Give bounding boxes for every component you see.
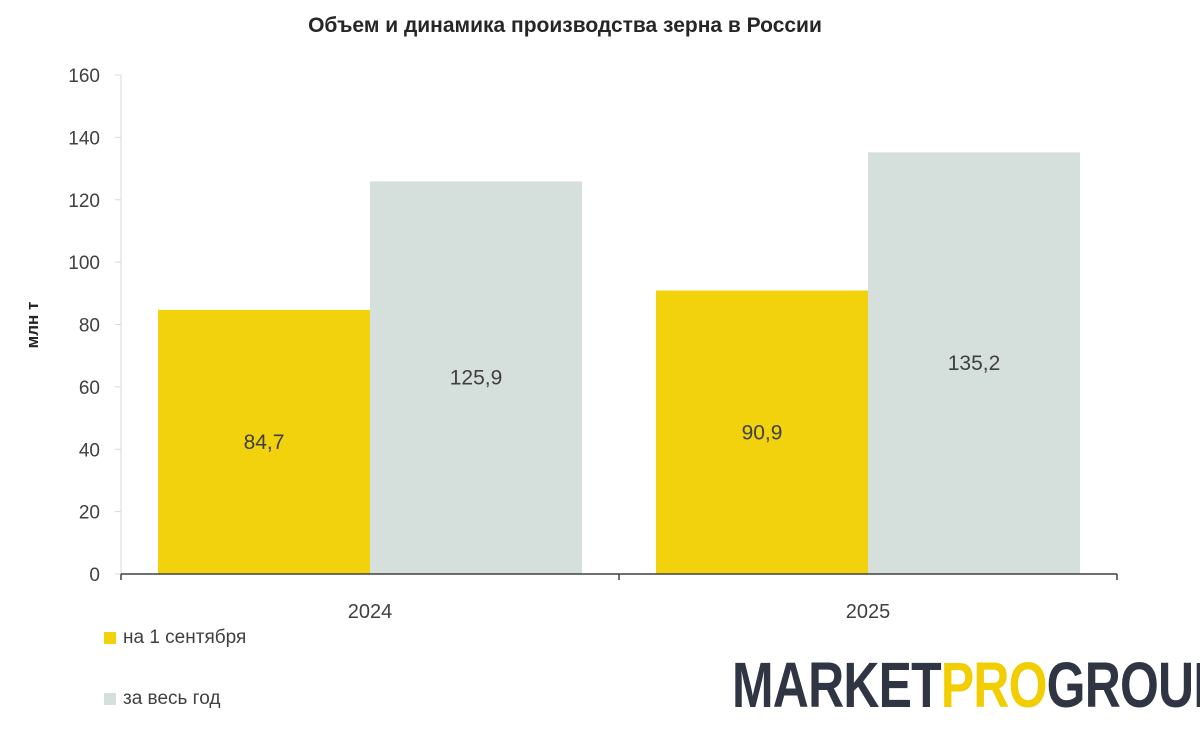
x-tick-label: 2025 xyxy=(846,601,891,623)
marketprogroup-logo: MARKETPROGROUP xyxy=(732,649,1200,721)
bar xyxy=(656,290,868,574)
bar xyxy=(370,181,582,575)
legend-label-sept: на 1 сентября xyxy=(123,627,247,648)
y-tick-label: 60 xyxy=(79,378,100,399)
y-tick-label: 140 xyxy=(68,128,100,149)
y-tick-label: 20 xyxy=(79,503,100,524)
bar xyxy=(868,152,1080,574)
legend-item-year: за весь год xyxy=(104,688,220,710)
data-label: 90,9 xyxy=(742,421,783,444)
y-tick-label: 120 xyxy=(68,191,100,212)
chart-title: Объем и динамика производства зерна в Ро… xyxy=(308,14,822,37)
legend-item-sept: на 1 сентября xyxy=(104,627,246,649)
legend-swatch-sept xyxy=(104,632,116,644)
data-label: 135,2 xyxy=(948,352,1001,375)
y-tick-label: 160 xyxy=(68,66,100,87)
y-tick-label: 0 xyxy=(89,565,100,586)
legend-label-year: за весь год xyxy=(123,688,221,709)
data-label: 125,9 xyxy=(450,367,503,390)
y-tick-label: 80 xyxy=(79,316,100,337)
legend-swatch-year xyxy=(104,693,116,705)
bar xyxy=(158,309,370,574)
y-tick-label: 100 xyxy=(68,253,100,274)
data-label: 84,7 xyxy=(244,431,285,454)
x-tick-label: 2024 xyxy=(348,601,393,623)
y-tick-label: 40 xyxy=(79,440,100,461)
y-axis-label: млн т xyxy=(23,302,42,349)
